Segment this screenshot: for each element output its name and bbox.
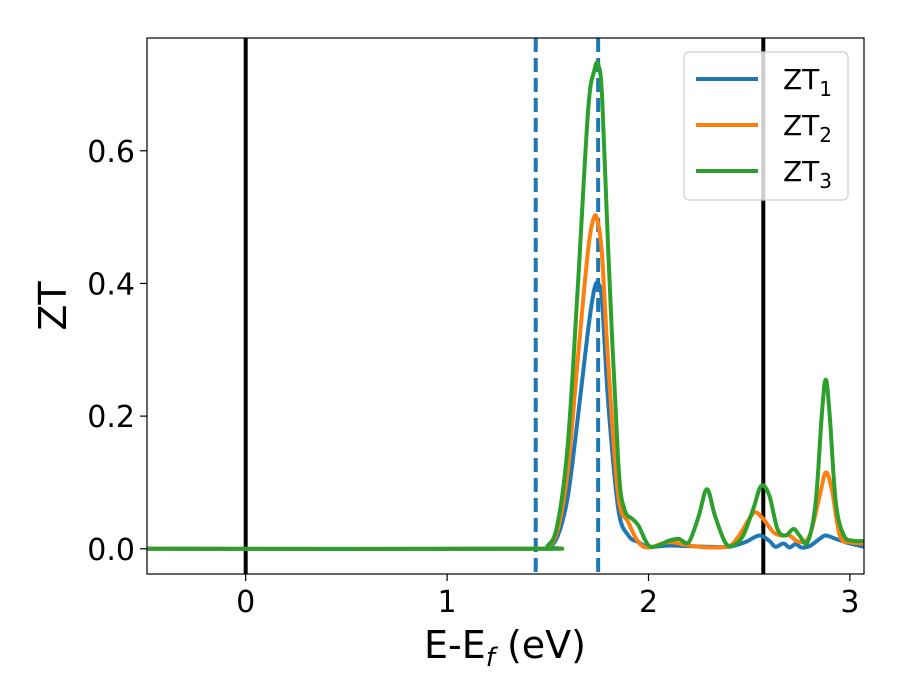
- x-tick-label: 3: [840, 585, 859, 620]
- plot-frame: [146, 37, 865, 575]
- series-line-1: [147, 280, 864, 551]
- x-axis-ticks: 0 1 2 3: [236, 574, 859, 620]
- y-tick-label: 0.4: [87, 267, 135, 302]
- x-axis-label: E-Ef (eV): [424, 623, 586, 673]
- y-tick-label: 0.6: [87, 135, 135, 170]
- y-axis-label: ZT: [31, 281, 75, 331]
- axes-frame: [146, 37, 865, 575]
- legend-label-2: ZT2: [783, 109, 832, 147]
- legend-label-3: ZT3: [783, 155, 832, 193]
- x-tick-label: 2: [639, 585, 658, 620]
- series-lines: [147, 60, 864, 552]
- legend-box: [683, 51, 849, 201]
- series-line-3: [147, 60, 864, 552]
- legend-label-1: ZT1: [783, 63, 832, 101]
- y-axis-ticks: 0.0 0.2 0.4 0.6: [87, 135, 147, 568]
- y-tick-label: 0.2: [87, 400, 135, 435]
- y-tick-label: 0.0: [87, 533, 135, 568]
- legend: ZT1 ZT2 ZT3: [683, 51, 849, 201]
- x-tick-label: 1: [438, 585, 457, 620]
- x-tick-label: 0: [236, 585, 255, 620]
